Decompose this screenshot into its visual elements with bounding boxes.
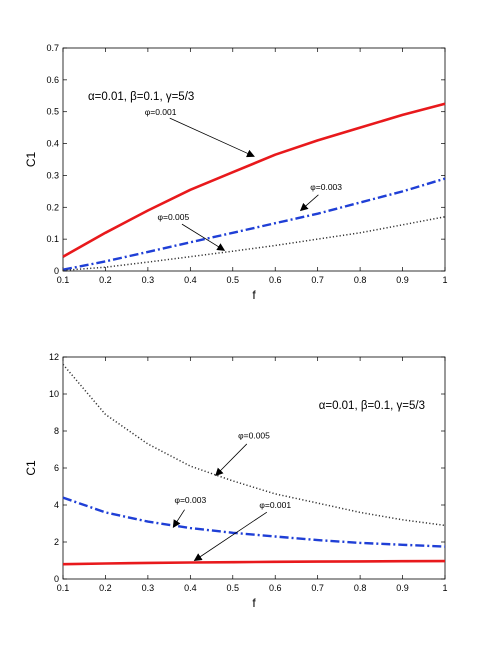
y-tick-label: 0.4 <box>46 139 59 149</box>
x-tick-label: 0.2 <box>99 583 112 593</box>
series-annotation-2: φ=0.005 <box>157 212 189 222</box>
y-tick-label: 0.5 <box>46 107 59 117</box>
x-tick-label: 0.7 <box>311 583 324 593</box>
top-chart: 0.1 0.2 0.3 0.4 0.5 0.6 0.7 0.8 0.9 100.10.20.30.… <box>24 43 448 302</box>
x-tick-label: 0.4 <box>184 275 197 285</box>
y-tick-label: 10 <box>49 389 59 399</box>
x-tick-label: 0.4 <box>184 583 197 593</box>
x-tick-label: 0.3 <box>142 275 155 285</box>
series-annotation-2: φ=0.001 <box>259 500 291 510</box>
annotation-arrow-1 <box>172 509 185 529</box>
y-tick-label: 0.6 <box>46 75 59 85</box>
y-tick-label: 8 <box>54 426 59 436</box>
y-tick-label: 0 <box>54 574 59 584</box>
x-axis-label: f <box>252 288 256 302</box>
x-tick-label: 1 <box>442 275 447 285</box>
x-tick-label: 0.3 <box>142 583 155 593</box>
x-tick-label: 0.6 <box>269 583 282 593</box>
y-tick-label: 6 <box>54 463 59 473</box>
x-tick-label: 0.9 <box>396 275 409 285</box>
y-tick-label: 0.7 <box>46 43 59 53</box>
x-tick-label: 0.8 <box>354 583 367 593</box>
parameters-text: α=0.01, β=0.1, γ=5/3 <box>88 91 194 103</box>
y-tick-label: 0.3 <box>46 170 59 180</box>
x-tick-label: 0.1 <box>57 275 70 285</box>
x-tick-label: 1 <box>442 583 447 593</box>
x-tick-label: 0.8 <box>354 275 367 285</box>
x-tick-label: 0.2 <box>99 275 112 285</box>
series-annotation-1: φ=0.003 <box>174 495 206 505</box>
annotation-arrow-2 <box>181 223 226 251</box>
y-tick-label: 12 <box>49 352 59 362</box>
y-axis-label: C1 <box>24 152 38 168</box>
plot-frame <box>62 356 446 580</box>
y-tick-label: 0 <box>54 266 59 276</box>
series-annotation-0: φ=0.005 <box>238 430 270 440</box>
y-axis-label: C1 <box>24 460 38 476</box>
series-line-1 <box>62 496 446 548</box>
series-line-2 <box>62 559 446 566</box>
x-tick-label: 0.5 <box>227 275 240 285</box>
series-line-1 <box>62 177 446 271</box>
x-tick-label: 0.5 <box>227 583 240 593</box>
y-tick-label: 4 <box>54 500 59 510</box>
y-tick-label: 2 <box>54 537 59 547</box>
annotation-arrow-1 <box>299 194 319 212</box>
y-tick-label: 0.1 <box>46 234 59 244</box>
parameters-text: α=0.01, β=0.1, γ=5/3 <box>319 400 425 412</box>
plot-frame <box>62 47 446 272</box>
x-tick-label: 0.1 <box>57 583 70 593</box>
annotation-arrow-0 <box>215 443 248 477</box>
annotation-arrow-2 <box>193 511 268 562</box>
annotation-arrow-0 <box>169 117 255 158</box>
x-tick-label: 0.7 <box>311 275 324 285</box>
y-tick-label: 0.2 <box>46 202 59 212</box>
series-line-0 <box>62 363 446 527</box>
series-line-0 <box>62 102 446 258</box>
x-tick-label: 0.9 <box>396 583 409 593</box>
series-annotation-0: φ=0.001 <box>145 107 177 117</box>
series-annotation-1: φ=0.003 <box>310 182 342 192</box>
bottom-chart: 0.1 0.2 0.3 0.4 0.5 0.6 0.7 0.8 0.9 1024681012fC1… <box>24 352 448 610</box>
x-tick-label: 0.6 <box>269 275 282 285</box>
x-axis-label: f <box>252 596 256 610</box>
